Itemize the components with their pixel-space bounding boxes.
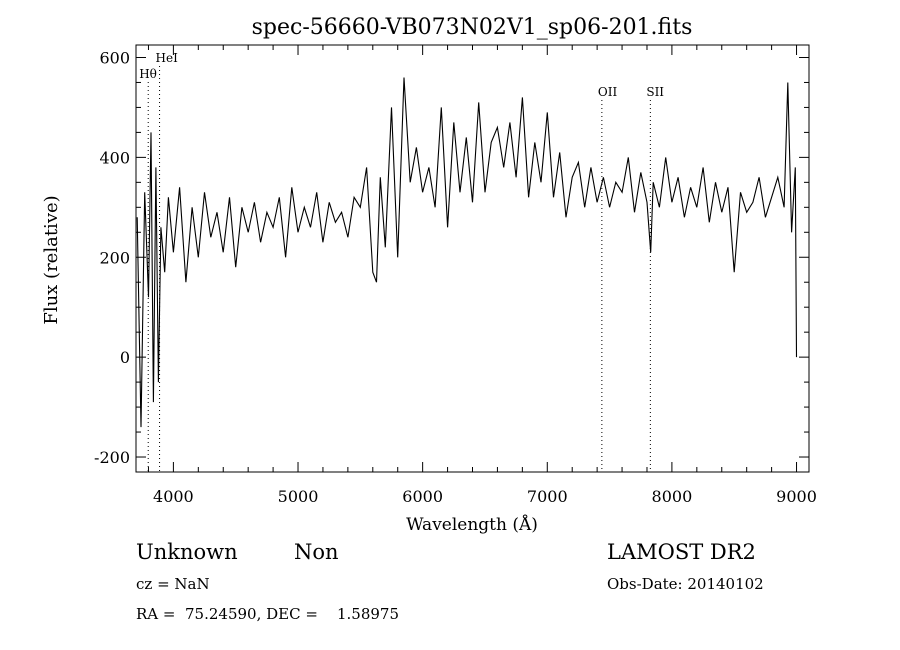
line-mark-label: HeI	[156, 51, 179, 65]
class-label: Unknown	[136, 540, 238, 564]
emission-line-marks: HeI Hθ OII SII	[139, 51, 664, 472]
obs-date: Obs-Date: 20140102	[607, 575, 764, 593]
x-tick-label: 6000	[402, 487, 443, 506]
x-axis-label: Wavelength (Å)	[406, 514, 538, 535]
survey-label: LAMOST DR2	[607, 540, 756, 564]
x-tick-label: 9000	[776, 487, 817, 506]
axis-ticks: 4000 5000 6000 7000 8000 9000 -200 0 200 400 600	[94, 45, 817, 506]
line-mark-label: OII	[598, 85, 618, 99]
spectrum-series	[136, 77, 798, 428]
line-mark-label: SII	[646, 85, 664, 99]
x-tick-label: 7000	[527, 487, 568, 506]
y-tick-label: 400	[99, 148, 130, 167]
x-tick-label: 8000	[652, 487, 693, 506]
y-tick-label: 200	[99, 248, 130, 267]
x-tick-label: 4000	[153, 487, 194, 506]
y-tick-label: 600	[99, 48, 130, 67]
line-mark-label: Hθ	[139, 67, 157, 81]
y-tick-label: -200	[94, 448, 130, 467]
spectrum-line	[136, 77, 798, 428]
subclass-label: Non	[294, 540, 339, 564]
y-tick-label: 0	[120, 348, 130, 367]
x-tick-label: 5000	[278, 487, 319, 506]
chart-title: spec-56660-VB073N02V1_sp06-201.fits	[252, 15, 693, 40]
radec-value: RA = 75.24590, DEC = 1.58975	[136, 605, 399, 623]
y-axis-label: Flux (relative)	[41, 195, 62, 324]
cz-value: cz = NaN	[136, 575, 210, 593]
